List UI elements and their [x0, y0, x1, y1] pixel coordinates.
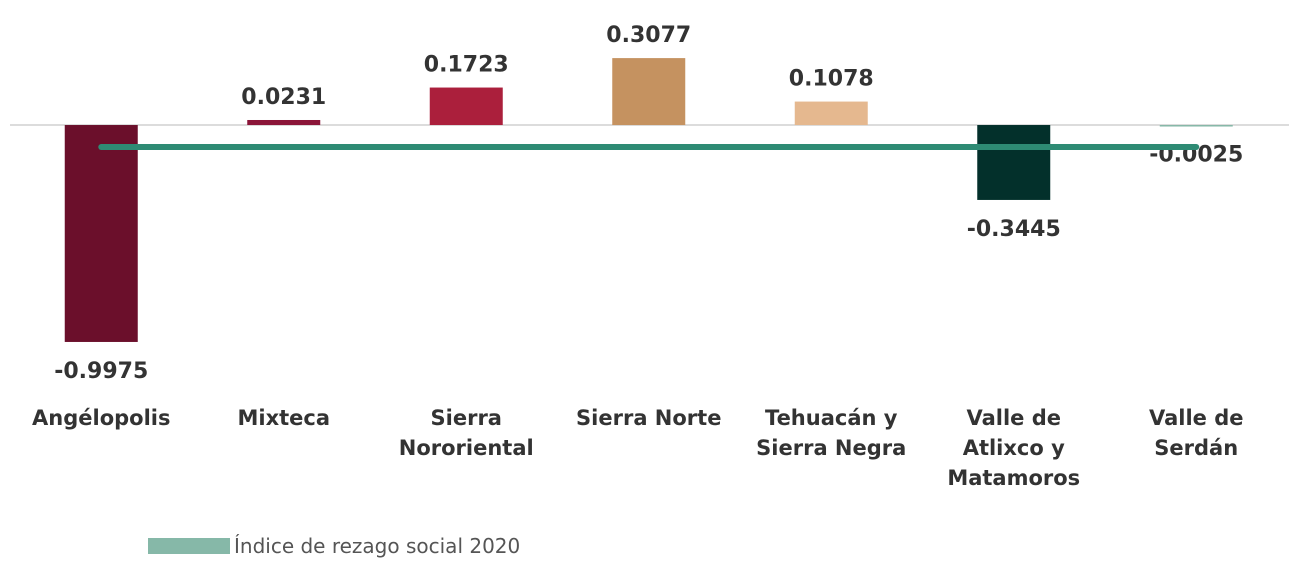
legend-label: Índice de rezago social 2020 [234, 534, 521, 558]
x-tick-label: Tehuacán y Sierra Negra [756, 406, 907, 460]
bar [977, 125, 1051, 200]
bar [612, 58, 686, 126]
bar [429, 87, 503, 126]
legend: Índice de rezago social 2020 [148, 534, 520, 558]
bar [247, 119, 321, 126]
value-label: 0.3077 [606, 23, 691, 48]
bar [794, 101, 868, 126]
value-label: 0.1078 [789, 67, 874, 92]
x-tick-label: Valle de Atlixco y Matamoros [947, 406, 1081, 490]
value-label: 0.1723 [424, 53, 509, 78]
bar [64, 125, 138, 342]
x-tick-label: Sierra Nororiental [398, 406, 534, 460]
value-label: -0.3445 [967, 217, 1061, 242]
x-tick-label: Sierra Norte [576, 406, 722, 430]
legend-swatch [148, 538, 230, 554]
x-tick-label: Mixteca [237, 406, 331, 430]
bar [1159, 125, 1233, 127]
x-tick-label: Valle de Serdán [1149, 406, 1244, 460]
value-label: -0.9975 [54, 359, 148, 384]
value-label: 0.0231 [241, 85, 326, 110]
x-tick-label: Angélopolis [32, 406, 171, 430]
